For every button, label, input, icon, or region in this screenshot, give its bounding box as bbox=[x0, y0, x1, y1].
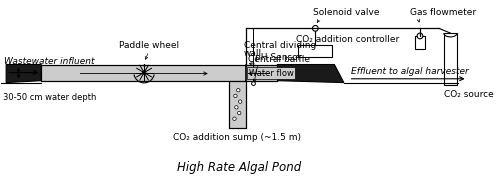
Text: CO₂ source: CO₂ source bbox=[444, 90, 494, 99]
Text: CO₂ addition sump (~1.5 m): CO₂ addition sump (~1.5 m) bbox=[174, 133, 302, 142]
Polygon shape bbox=[229, 81, 246, 128]
Polygon shape bbox=[6, 64, 42, 83]
Polygon shape bbox=[278, 64, 344, 83]
Circle shape bbox=[238, 111, 241, 115]
Circle shape bbox=[233, 117, 236, 121]
Text: Wastewater influent: Wastewater influent bbox=[4, 57, 94, 66]
Text: Central baffle: Central baffle bbox=[248, 55, 310, 64]
Circle shape bbox=[142, 71, 146, 74]
Circle shape bbox=[236, 89, 240, 92]
Text: Paddle wheel: Paddle wheel bbox=[119, 41, 179, 50]
Polygon shape bbox=[298, 45, 332, 57]
Text: wall: wall bbox=[244, 49, 262, 58]
Polygon shape bbox=[444, 33, 457, 85]
Polygon shape bbox=[42, 64, 278, 81]
Text: pH Sensor: pH Sensor bbox=[256, 53, 302, 62]
Text: High Rate Algal Pond: High Rate Algal Pond bbox=[177, 161, 302, 174]
Text: CO₂ addition controller: CO₂ addition controller bbox=[296, 35, 400, 44]
Circle shape bbox=[234, 106, 238, 109]
Text: 30-50 cm water depth: 30-50 cm water depth bbox=[4, 93, 96, 102]
Circle shape bbox=[417, 33, 423, 39]
Text: Water flow: Water flow bbox=[248, 69, 294, 78]
Circle shape bbox=[252, 82, 256, 85]
Text: Gas flowmeter: Gas flowmeter bbox=[410, 8, 476, 17]
Circle shape bbox=[234, 94, 237, 98]
Text: Solenoid valve: Solenoid valve bbox=[314, 8, 380, 17]
Circle shape bbox=[312, 26, 318, 31]
Text: Central dividing: Central dividing bbox=[244, 41, 316, 50]
Text: Effluent to algal harvester: Effluent to algal harvester bbox=[350, 67, 469, 76]
Polygon shape bbox=[415, 36, 424, 49]
Circle shape bbox=[238, 100, 242, 103]
